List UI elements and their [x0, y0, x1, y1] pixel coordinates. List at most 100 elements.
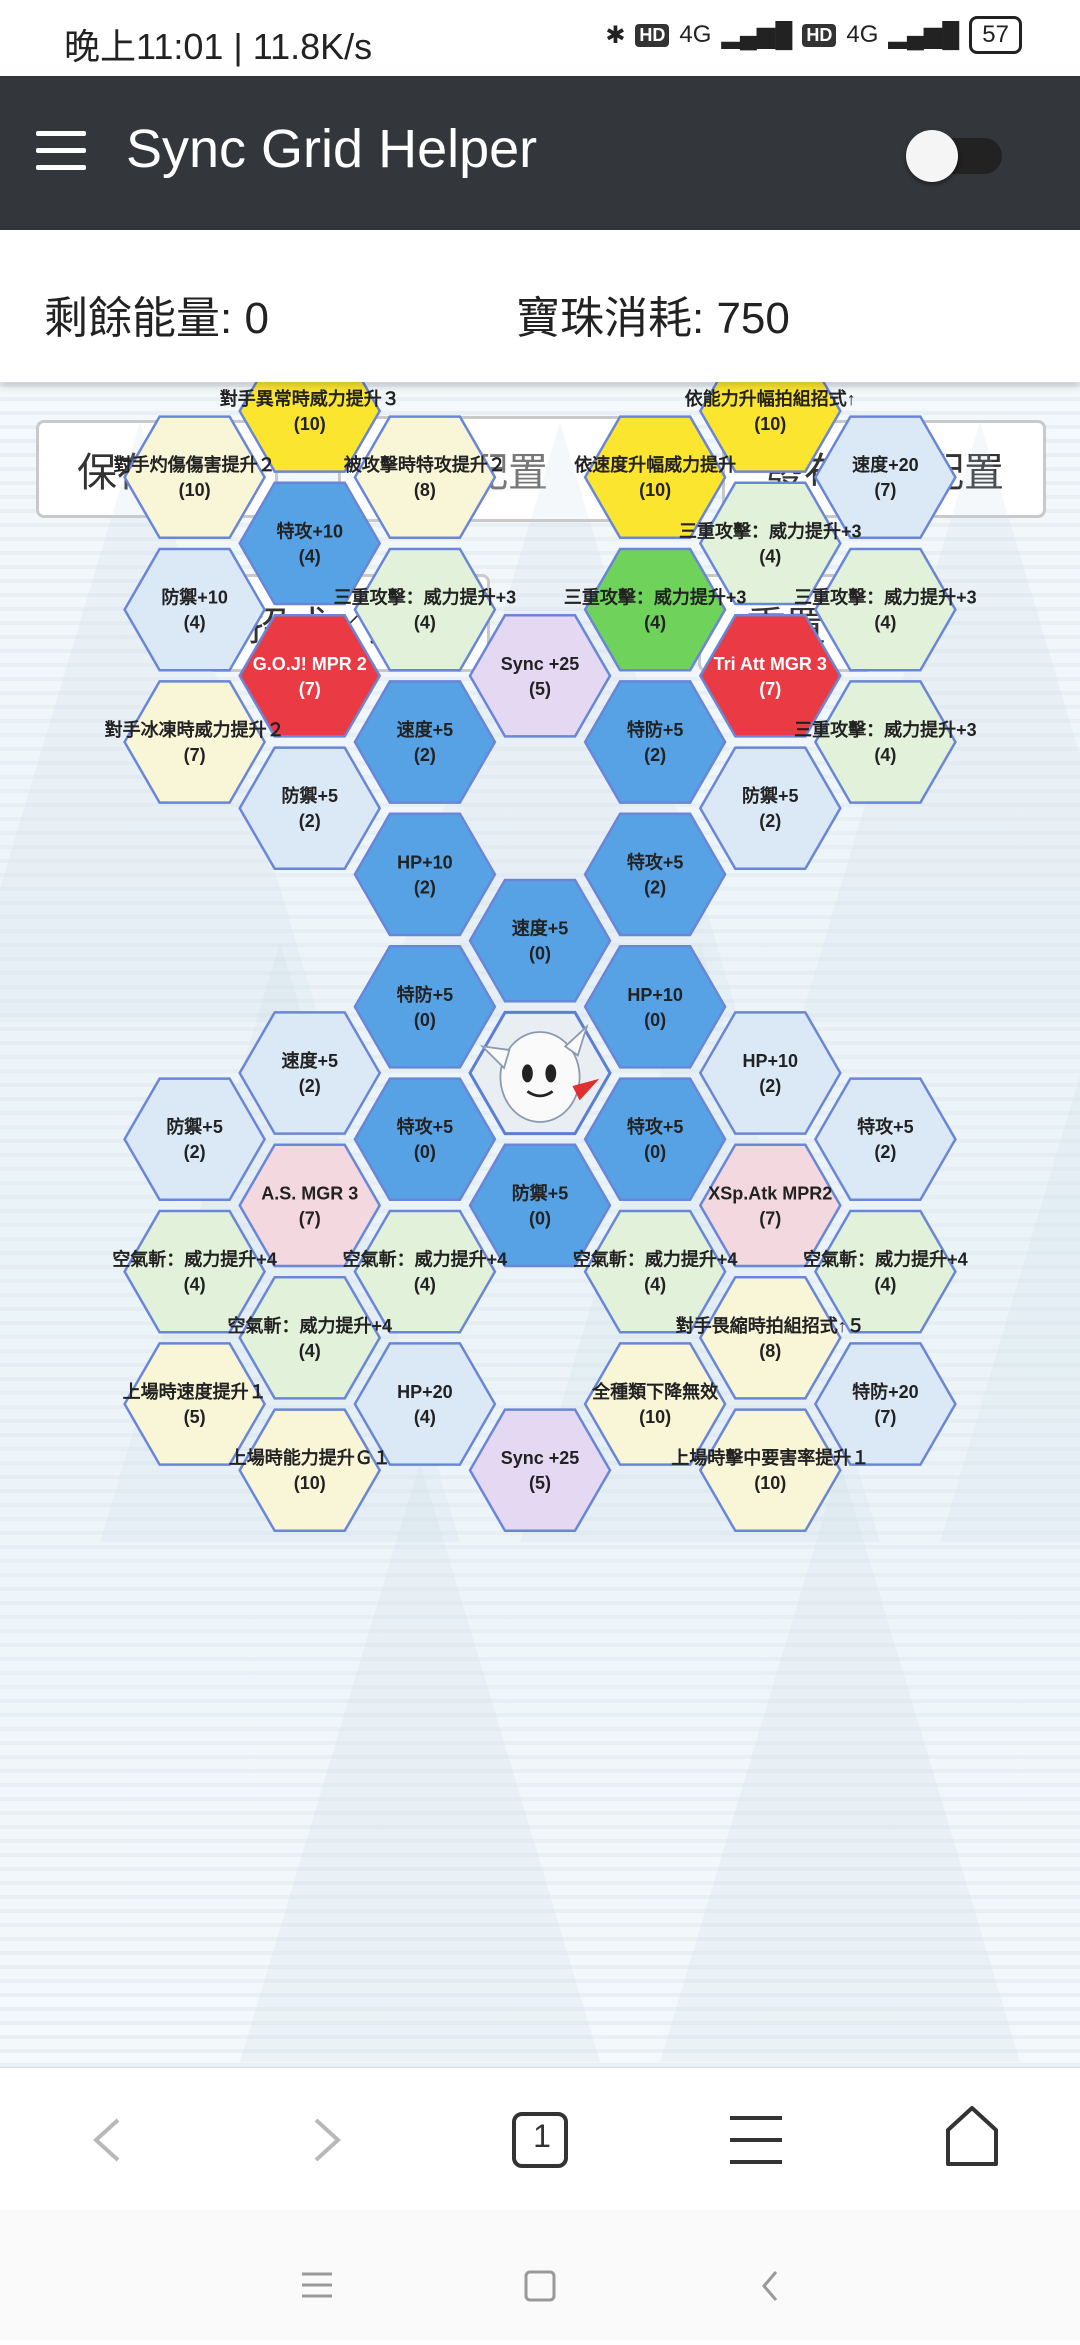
grid-tile[interactable]: 防禦+10 (4) [123, 547, 267, 672]
tile-hex [583, 415, 727, 540]
grid-tile[interactable]: 防禦+5 (2) [123, 1077, 267, 1202]
tile-hex [123, 547, 267, 672]
tabs-icon[interactable] [512, 2112, 568, 2168]
tile-cost: (4) [644, 613, 666, 633]
background-triangle [940, 1075, 1080, 1542]
grid-tile[interactable]: 特攻+5 (2) [813, 1077, 957, 1202]
tile-label: 三重攻擊：威力提升+3 [679, 520, 862, 541]
tile-cost: (10) [294, 414, 326, 434]
grid-tile[interactable]: Tri Att MGR 3 (7) [698, 613, 842, 738]
tile-hex [238, 746, 382, 871]
grid-tile[interactable]: Sync +25 (5) [468, 613, 612, 738]
recents-icon[interactable] [302, 2272, 332, 2298]
tile-label: 速度+5 [397, 719, 454, 740]
tile-label: 防禦+5 [281, 785, 338, 806]
tile-cost: (10) [179, 480, 211, 500]
remaining-energy: 剩餘能量: 0 [44, 294, 269, 343]
grid-tile[interactable]: 特防+20 (7) [813, 1342, 957, 1466]
status-time: 晚上11:01 | 11.8K/s [64, 26, 373, 67]
grid-tile[interactable]: 空氣斬：威力提升+4 (4) [573, 1209, 738, 1334]
grid-tile[interactable]: 對手冰凍時威力提升２ (7) [105, 680, 285, 804]
grid-tile[interactable]: HP+10 (2) [698, 1011, 842, 1135]
tile-label: 三重攻擊：威力提升+3 [794, 587, 977, 608]
tile-hex [813, 680, 957, 804]
grid-tile[interactable]: G.O.J! MPR 2 (7) [238, 613, 382, 738]
grid-tile[interactable]: 全種類下降無效 (10) [583, 1342, 727, 1466]
tile-cost: (10) [639, 1407, 671, 1427]
grid-tile[interactable]: 特攻+5 (0) [353, 1077, 497, 1202]
grid-tile[interactable]: 空氣斬：威力提升+4 (4) [227, 1275, 392, 1400]
grid-tile[interactable]: 空氣斬：威力提升+4 (4) [343, 1209, 508, 1334]
grid-tile[interactable]: 依速度升幅威力提升 (10) [574, 415, 736, 540]
tile-label: 特防+20 [852, 1381, 919, 1402]
tile-hex [698, 481, 842, 606]
theme-toggle[interactable] [906, 130, 1004, 182]
back-arrow-icon[interactable] [93, 2118, 120, 2162]
tile-cost: (4) [644, 1275, 666, 1295]
forward-arrow-icon[interactable] [314, 2118, 341, 2162]
tile-hex [123, 680, 267, 804]
tile-cost: (10) [294, 1473, 326, 1493]
tile-hex [353, 1077, 497, 1202]
home-square-icon[interactable] [524, 2270, 556, 2302]
grid-tile[interactable]: 上場時擊中要害率提升１ (10) [671, 1408, 869, 1533]
grid-tile[interactable]: 速度+5 (2) [353, 680, 497, 804]
grid-tile[interactable]: 特攻+5 (2) [583, 812, 727, 937]
energy-info-bar: 剩餘能量: 0 寶珠消耗: 750 [0, 230, 1080, 382]
back-icon[interactable] [762, 2271, 778, 2301]
grid-tile[interactable]: 防禦+5 (2) [238, 746, 382, 871]
grid-tile[interactable]: 對手灼傷傷害提升２ (10) [114, 415, 276, 540]
grid-tile[interactable]: 空氣斬：威力提升+4 (4) [112, 1209, 277, 1334]
tile-cost: (7) [184, 745, 206, 765]
grid-tile[interactable]: 上場時能力提升Ｇ１ (10) [229, 1408, 391, 1533]
grid-tile[interactable]: 三重攻擊：威力提升+3 (4) [794, 547, 977, 672]
grid-tile[interactable]: 依能力升幅拍組招式↑ (10) [685, 382, 856, 473]
tile-cost: (4) [874, 613, 896, 633]
tile-label: G.O.J! MPR 2 [253, 654, 367, 674]
grid-tile[interactable]: HP+10 (2) [353, 812, 497, 937]
grid-tile[interactable]: Sync +25 (5) [468, 1408, 612, 1533]
grid-tile[interactable]: XSp.Atk MPR2 (7) [698, 1143, 842, 1268]
browser-menu-icon[interactable] [730, 2116, 782, 2164]
tile-label: 對手畏縮時拍組招式↑５ [676, 1315, 865, 1336]
grid-tile[interactable]: 三重攻擊：威力提升+3 (4) [794, 680, 977, 804]
tile-hex [353, 415, 497, 540]
tile-hex [353, 547, 497, 672]
grid-tile[interactable]: 對手畏縮時拍組招式↑５ (8) [676, 1275, 865, 1400]
background-triangle [240, 1462, 600, 2062]
grid-tile[interactable]: 特攻+10 (4) [238, 481, 382, 606]
grid-tile[interactable]: 三重攻擊：威力提升+3 (4) [679, 481, 862, 606]
menu-icon[interactable] [36, 131, 86, 171]
grid-tile[interactable]: 速度+20 (7) [813, 415, 957, 540]
tile-label: 三重攻擊：威力提升+3 [794, 719, 977, 740]
grid-tile[interactable]: 速度+5 (0) [468, 878, 612, 1003]
grid-tile[interactable]: 三重攻擊：威力提升+3 (4) [564, 547, 747, 672]
grid-tile[interactable]: 上場時速度提升１ (5) [123, 1342, 267, 1466]
grid-tile[interactable]: 特防+5 (2) [583, 680, 727, 804]
tile-hex [813, 1209, 957, 1334]
tile-label: 特攻+5 [627, 1116, 684, 1137]
tile-label: 空氣斬：威力提升+4 [227, 1315, 392, 1336]
grid-tile[interactable]: 防禦+5 (0) [468, 1143, 612, 1268]
grid-tile[interactable]: HP+20 (4) [353, 1342, 497, 1466]
tile-hex [583, 1077, 727, 1202]
grid-tile[interactable]: 特攻+5 (0) [583, 1077, 727, 1202]
status-bar: 晚上11:01 | 11.8K/s ✱ HD 4G ▂▄▆█ HD 4G ▂▄▆… [0, 0, 1080, 76]
browser-nav-icons [93, 2106, 998, 2168]
tile-hex [123, 1342, 267, 1466]
grid-tile[interactable]: 速度+5 (2) [238, 1011, 382, 1135]
grid-tile[interactable]: 被攻擊時特攻提升２ (8) [344, 415, 506, 540]
grid-tile[interactable]: 空氣斬：威力提升+4 (4) [803, 1209, 968, 1334]
tile-label: 空氣斬：威力提升+4 [343, 1249, 508, 1270]
tile-label: 空氣斬：威力提升+4 [803, 1249, 968, 1270]
grid-tile[interactable]: 三重攻擊：威力提升+3 (4) [334, 547, 517, 672]
grid-tile[interactable]: 對手異常時威力提升３ (10) [220, 382, 400, 473]
grid-tile[interactable]: HP+10 (0) [583, 944, 727, 1069]
home-icon[interactable] [946, 2106, 998, 2166]
tile-label: XSp.Atk MPR2 [708, 1183, 832, 1203]
grid-tile[interactable]: 防禦+5 (2) [698, 746, 842, 871]
grid-tile[interactable]: A.S. MGR 3 (7) [238, 1143, 382, 1268]
tile-hex [468, 1408, 612, 1533]
grid-tile[interactable]: 特防+5 (0) [353, 944, 497, 1069]
tile-cost: (2) [874, 1142, 896, 1162]
